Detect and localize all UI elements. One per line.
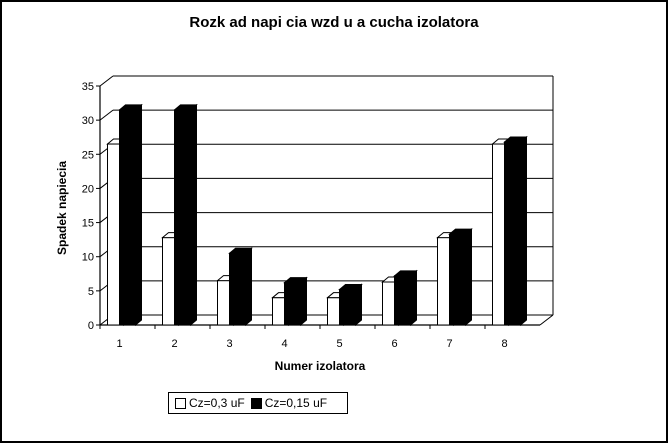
y-tick-label-3: 15 xyxy=(82,218,94,230)
x-tick-label-0: 1 xyxy=(116,338,122,350)
y-tick-label-4: 20 xyxy=(82,183,94,195)
legend-label-series-1: Cz=0,3 uF xyxy=(189,396,245,410)
bar-2-4 xyxy=(283,276,308,327)
bar-front-2-7 xyxy=(449,233,466,326)
bar-front-2-1 xyxy=(119,109,136,326)
x-tick-label-1: 2 xyxy=(171,338,177,350)
x-tick-label-7: 8 xyxy=(501,338,507,350)
bar-front-2-8 xyxy=(504,141,521,326)
bar-2-1 xyxy=(118,103,143,327)
bar-side-2-8 xyxy=(520,135,527,327)
y-tick-label-1: 5 xyxy=(88,286,94,298)
bar-2-5 xyxy=(338,283,363,327)
bar-front-2-2 xyxy=(174,109,191,326)
bar-2-3 xyxy=(228,247,253,327)
bar-front-2-6 xyxy=(394,275,411,326)
x-axis-title: Numer izolatora xyxy=(275,359,366,373)
y-tick-label-6: 30 xyxy=(82,115,94,127)
y-tick-label-7: 35 xyxy=(82,81,94,93)
legend-item-series-2: Cz=0,15 uF xyxy=(250,396,328,410)
x-tick-label-3: 4 xyxy=(281,338,287,350)
legend-label-series-2: Cz=0,15 uF xyxy=(264,396,328,410)
grid-depth-7 xyxy=(99,75,114,87)
bar-2-6 xyxy=(393,269,418,327)
y-tick-label-0: 0 xyxy=(88,320,94,332)
legend: Cz=0,3 uF Cz=0,15 uF xyxy=(168,392,348,414)
bar-front-2-4 xyxy=(284,282,301,326)
x-tick-label-5: 6 xyxy=(391,338,397,350)
y-axis-title: Spadek napiecia xyxy=(55,161,69,255)
bar-2-8 xyxy=(503,135,528,327)
bar-side-2-7 xyxy=(465,228,472,327)
chart-title: Rozk ad napi cia wzd u a cucha izolatora xyxy=(189,14,479,31)
bar-side-2-5 xyxy=(355,283,362,327)
bar-side-2-4 xyxy=(300,276,307,327)
bar-2-7 xyxy=(448,228,473,327)
bar-side-2-1 xyxy=(135,103,142,327)
legend-item-series-1: Cz=0,3 uF xyxy=(175,396,245,410)
x-tick-label-6: 7 xyxy=(446,338,452,350)
bar-side-2-3 xyxy=(245,247,252,327)
y-tick-label-2: 10 xyxy=(82,252,94,264)
bar-front-2-5 xyxy=(339,288,356,326)
legend-swatch-series-2 xyxy=(250,397,262,409)
y-tick-label-5: 25 xyxy=(82,149,94,161)
x-tick-label-2: 3 xyxy=(226,338,232,350)
bar-2-2 xyxy=(173,103,198,327)
bar-side-2-6 xyxy=(410,269,417,327)
bar-front-2-3 xyxy=(229,252,246,326)
bar-side-2-2 xyxy=(190,103,197,327)
x-tick-label-4: 5 xyxy=(336,338,342,350)
grid-depth-6 xyxy=(99,109,114,121)
legend-swatch-series-1 xyxy=(175,397,186,409)
floor-edge xyxy=(539,314,554,326)
